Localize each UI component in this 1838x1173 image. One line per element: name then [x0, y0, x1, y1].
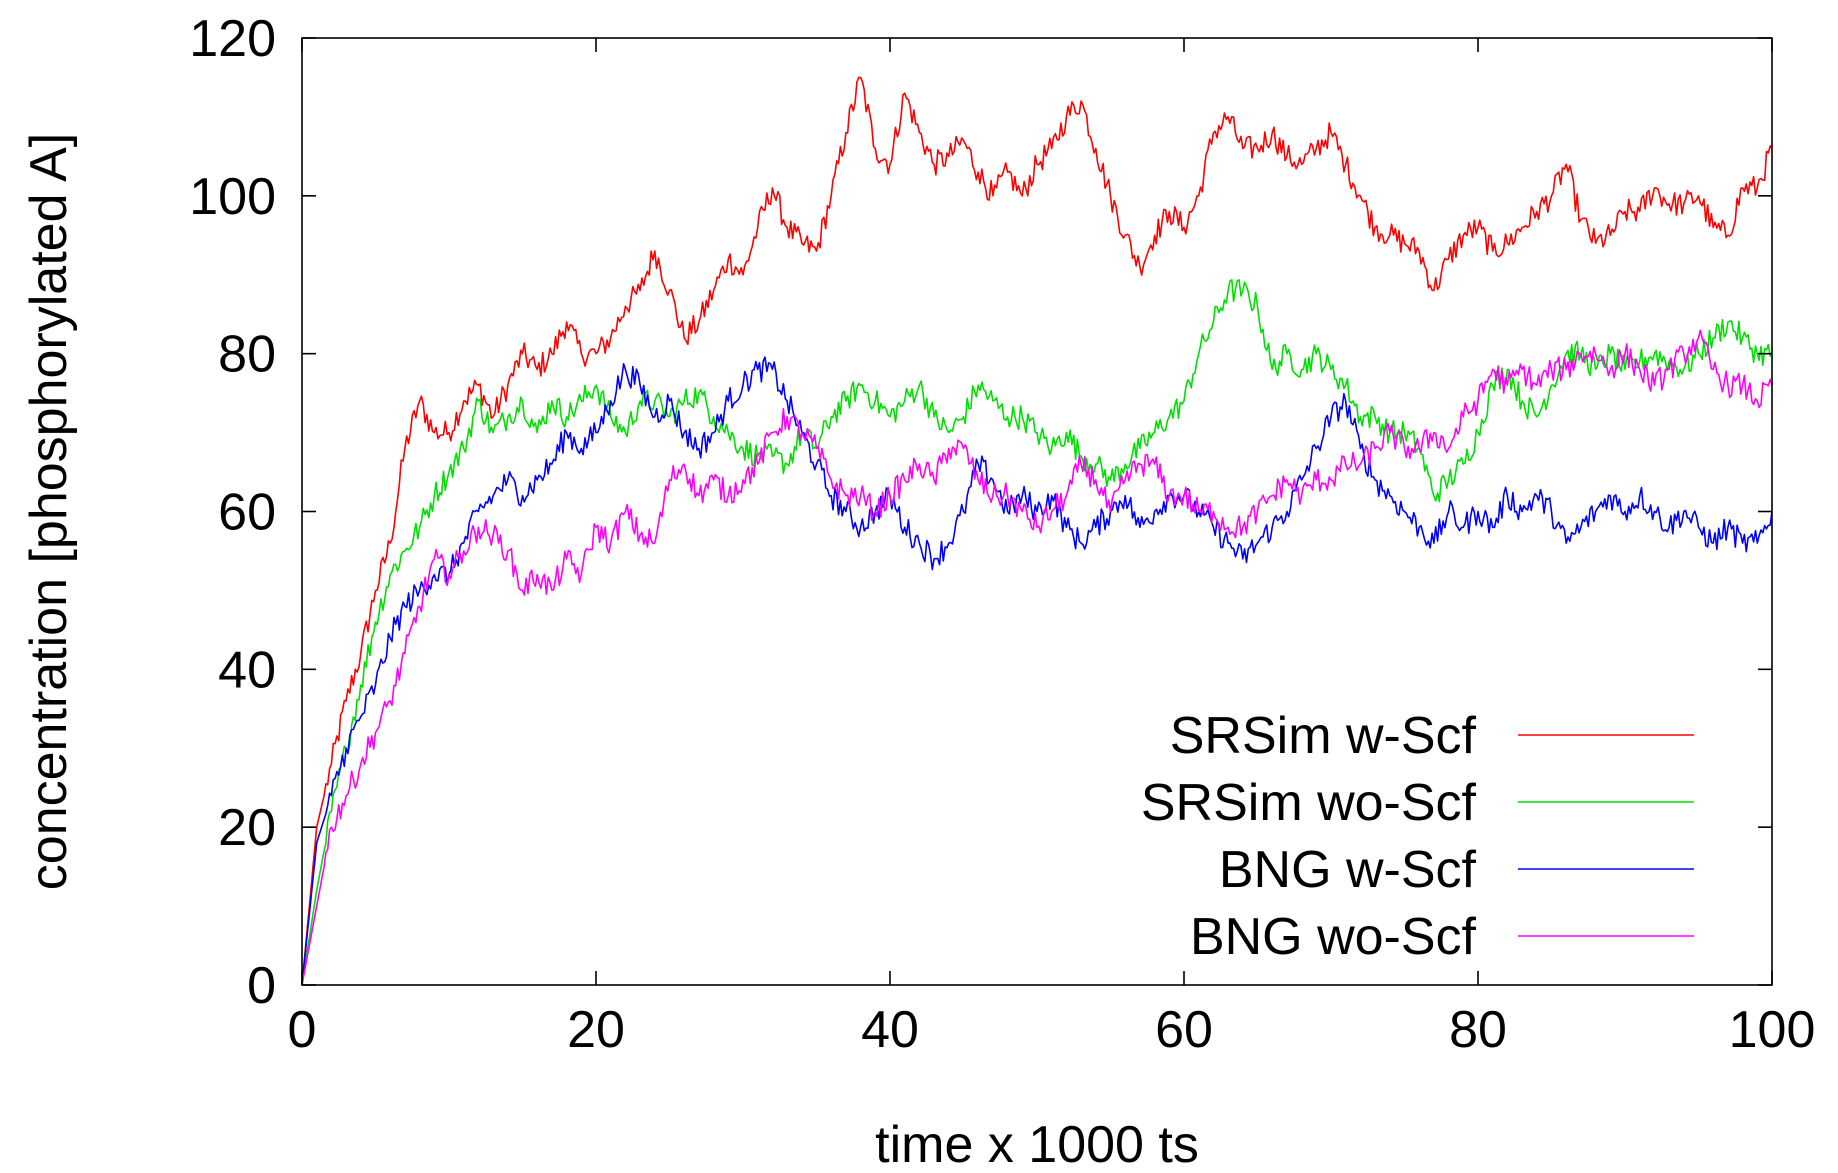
- x-tick-label: 80: [1449, 1001, 1507, 1059]
- legend-label: BNG w-Scf: [1219, 841, 1477, 899]
- y-axis-title: concentration [phosphorylated A]: [20, 133, 78, 890]
- x-tick-label: 60: [1155, 1001, 1213, 1059]
- series-line-3: [301, 356, 1773, 986]
- x-tick-label: 40: [861, 1001, 919, 1059]
- legend-label: SRSim wo-Scf: [1141, 774, 1477, 832]
- y-tick-label: 100: [189, 168, 276, 226]
- legend-label: BNG wo-Scf: [1190, 908, 1477, 966]
- series-line-2: [301, 279, 1773, 986]
- x-tick-label: 0: [288, 1001, 317, 1059]
- axes-layer: 0 20 40 60 80 100 0 20 40 60 80 100 120: [189, 10, 1815, 1059]
- series-layer: [301, 76, 1773, 986]
- y-tick-label: 120: [189, 10, 276, 68]
- y-tick-label: 80: [218, 326, 276, 384]
- y-tick-label: 60: [218, 484, 276, 542]
- x-axis-title: time x 1000 ts: [875, 1116, 1199, 1173]
- y-tick-label: 20: [218, 799, 276, 857]
- legend-label: SRSim w-Scf: [1170, 707, 1477, 765]
- series-line-1: [301, 76, 1773, 986]
- series-line-4: [301, 329, 1773, 986]
- legend: SRSim w-Scf SRSim wo-Scf BNG w-Scf BNG wo-S…: [1141, 707, 1694, 966]
- y-tick-label: 40: [218, 641, 276, 699]
- y-tick-label: 0: [247, 957, 276, 1015]
- x-tick-label: 20: [567, 1001, 625, 1059]
- x-tick-label: 100: [1729, 1001, 1816, 1059]
